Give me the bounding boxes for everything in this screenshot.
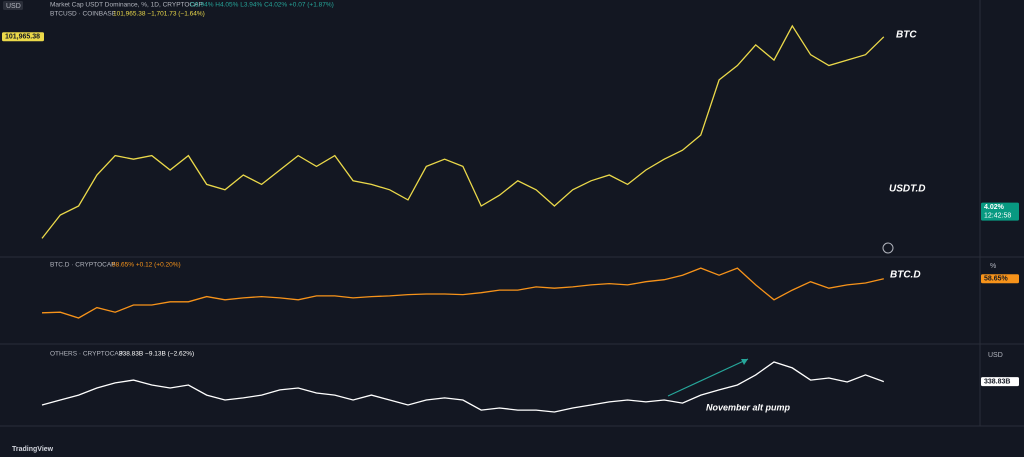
annotation: BTC [896,30,917,41]
arrow-head [741,359,748,365]
price-label: 58.65% [984,276,1009,283]
series-line [41,267,884,319]
countdown: 12:42:58 [984,212,1011,219]
replay-icon[interactable] [882,242,894,254]
brand: TradingView [12,446,54,453]
price-label-box [981,202,1019,221]
legend-values: O3.94% H4.05% L3.94% C4.02% +0.07 (+1.87… [190,2,334,9]
labels-layer: 101,965.38 4.02%12:42:58 58.65% 338.83B [2,32,1019,387]
axis-unit: USD [988,352,1003,359]
annotation: BTC.D [890,270,921,281]
legend-title: BTC.D · CRYPTOCAP [50,262,116,269]
axis-unit: % [990,263,996,270]
legend-title: BTCUSD · COINBASE [50,11,117,18]
legend-title: Market Cap USDT Dominance, %, 1D, CRYPTO… [50,2,203,9]
price-label: 101,965.38 [5,34,40,41]
annotation-arrow [667,358,749,397]
legend-values: 58.65% +0.12 (+0.20%) [112,262,181,269]
series-line [41,24,885,239]
axis-unit-box [3,1,23,10]
price-label-box [981,274,1019,284]
legend-values: 101,965.38 −1,701.73 (−1.64%) [113,11,205,18]
price-label: 338.83B [984,378,1010,385]
axis-unit: USD [6,3,21,10]
series-line [41,361,885,413]
annotation: November alt pump [706,402,791,412]
price-label-box [2,32,44,42]
legend-values: 338.83B −9.13B (−2.62%) [119,351,194,358]
marks-layer [41,24,885,413]
price-label-box [981,377,1019,387]
price-label: 4.02% [984,204,1005,211]
legend-title: OTHERS · CRYPTOCAP [50,351,123,358]
annotation: USDT.D [889,184,925,195]
